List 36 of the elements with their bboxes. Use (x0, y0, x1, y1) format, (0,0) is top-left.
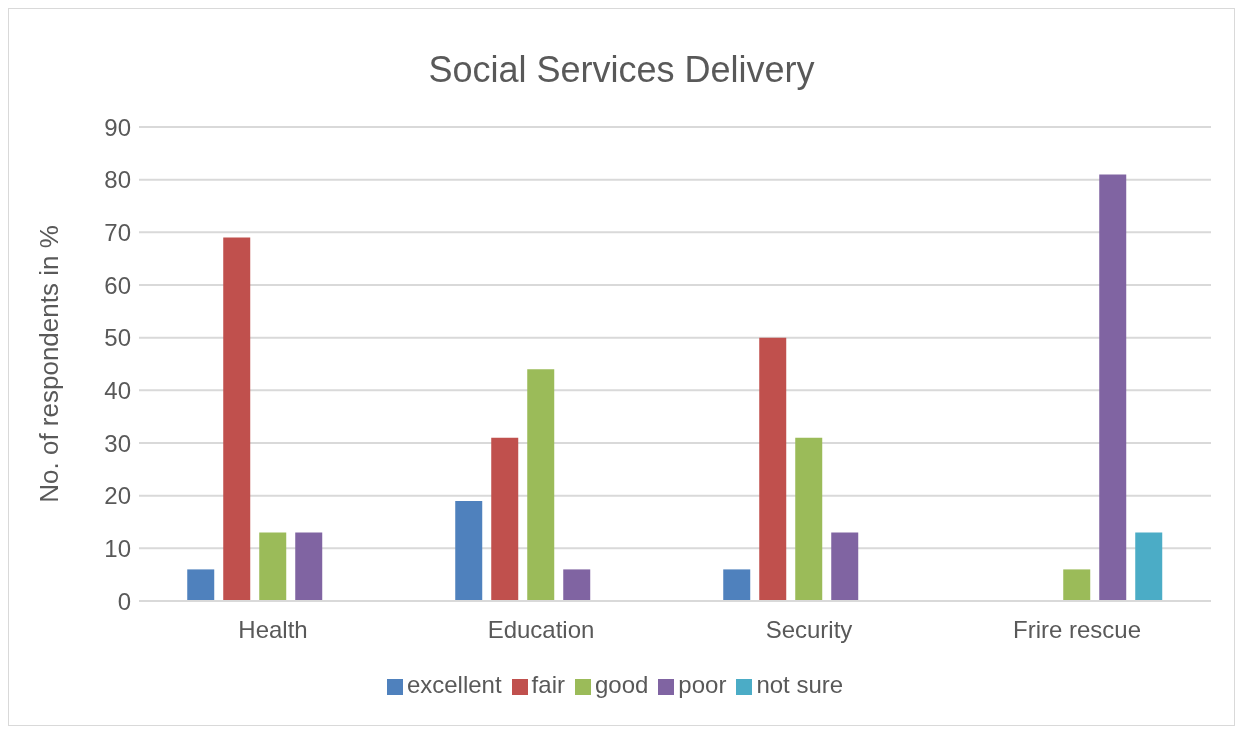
y-tick-label: 80 (104, 166, 131, 194)
bar (527, 369, 555, 601)
y-tick-label: 20 (104, 482, 131, 510)
y-tick-label: 10 (104, 534, 131, 562)
bar (259, 532, 287, 601)
bar (455, 500, 483, 601)
y-tick-label: 60 (104, 271, 131, 299)
legend-label: good (594, 671, 649, 698)
bar (759, 337, 787, 601)
legend-label: poor (678, 671, 727, 698)
bar (187, 569, 215, 601)
legend-label: fair (531, 671, 565, 698)
x-tick-label: Health (238, 616, 308, 644)
x-tick-label: Security (765, 616, 853, 644)
y-tick-label: 40 (104, 376, 131, 404)
bar (491, 437, 519, 601)
bar (1063, 569, 1091, 601)
bar (831, 532, 859, 601)
x-tick-label: Frire rescue (1012, 616, 1142, 644)
chart-title: Social Services Delivery (427, 48, 816, 92)
y-tick-label: 50 (104, 324, 131, 352)
bar (795, 437, 823, 601)
legend-label: excellent (406, 671, 502, 698)
bar (1135, 532, 1163, 601)
bar (1099, 174, 1127, 601)
y-tick-label: 90 (104, 113, 131, 141)
y-tick-label: 30 (104, 429, 131, 457)
x-tick-label: Education (487, 616, 595, 644)
legend-label: not sure (756, 671, 844, 698)
y-axis-title: No. of respondents in % (34, 225, 65, 503)
bar (563, 569, 591, 601)
bar (723, 569, 751, 601)
y-tick-label: 0 (117, 587, 131, 615)
y-tick-label: 70 (104, 218, 131, 246)
bar (295, 532, 323, 601)
bar (223, 237, 251, 601)
